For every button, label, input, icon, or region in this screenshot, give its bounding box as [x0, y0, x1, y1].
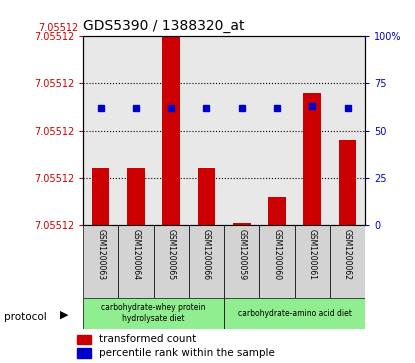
Bar — [233, 223, 251, 225]
Text: 7.05512: 7.05512 — [39, 23, 79, 33]
Bar — [224, 298, 365, 329]
Bar — [162, 36, 180, 225]
Bar — [154, 225, 189, 298]
Text: carbohydrate-whey protein
hydrolysate diet: carbohydrate-whey protein hydrolysate di… — [101, 303, 206, 323]
Bar — [92, 168, 110, 225]
Bar — [83, 225, 118, 298]
Bar — [78, 335, 91, 344]
Bar — [118, 225, 154, 298]
Text: GSM1200066: GSM1200066 — [202, 229, 211, 280]
Text: GSM1200060: GSM1200060 — [273, 229, 281, 280]
Bar — [83, 298, 224, 329]
Text: protocol: protocol — [4, 312, 47, 322]
Bar — [303, 93, 321, 225]
Bar — [189, 225, 224, 298]
Bar — [127, 168, 145, 225]
Bar — [268, 197, 286, 225]
Bar — [295, 225, 330, 298]
Bar — [339, 140, 356, 225]
Bar — [224, 225, 259, 298]
Bar — [259, 225, 295, 298]
Text: GSM1200059: GSM1200059 — [237, 229, 246, 280]
Bar — [330, 225, 365, 298]
Text: GSM1200065: GSM1200065 — [167, 229, 176, 280]
Text: GSM1200061: GSM1200061 — [308, 229, 317, 280]
Text: GSM1200063: GSM1200063 — [96, 229, 105, 280]
Text: GSM1200064: GSM1200064 — [132, 229, 140, 280]
Text: GSM1200062: GSM1200062 — [343, 229, 352, 280]
Text: ▶: ▶ — [60, 310, 68, 320]
Text: carbohydrate-amino acid diet: carbohydrate-amino acid diet — [238, 309, 352, 318]
Text: transformed count: transformed count — [99, 334, 196, 344]
Bar — [198, 168, 215, 225]
Bar — [78, 348, 91, 358]
Text: percentile rank within the sample: percentile rank within the sample — [99, 348, 274, 358]
Text: GDS5390 / 1388320_at: GDS5390 / 1388320_at — [83, 19, 244, 33]
